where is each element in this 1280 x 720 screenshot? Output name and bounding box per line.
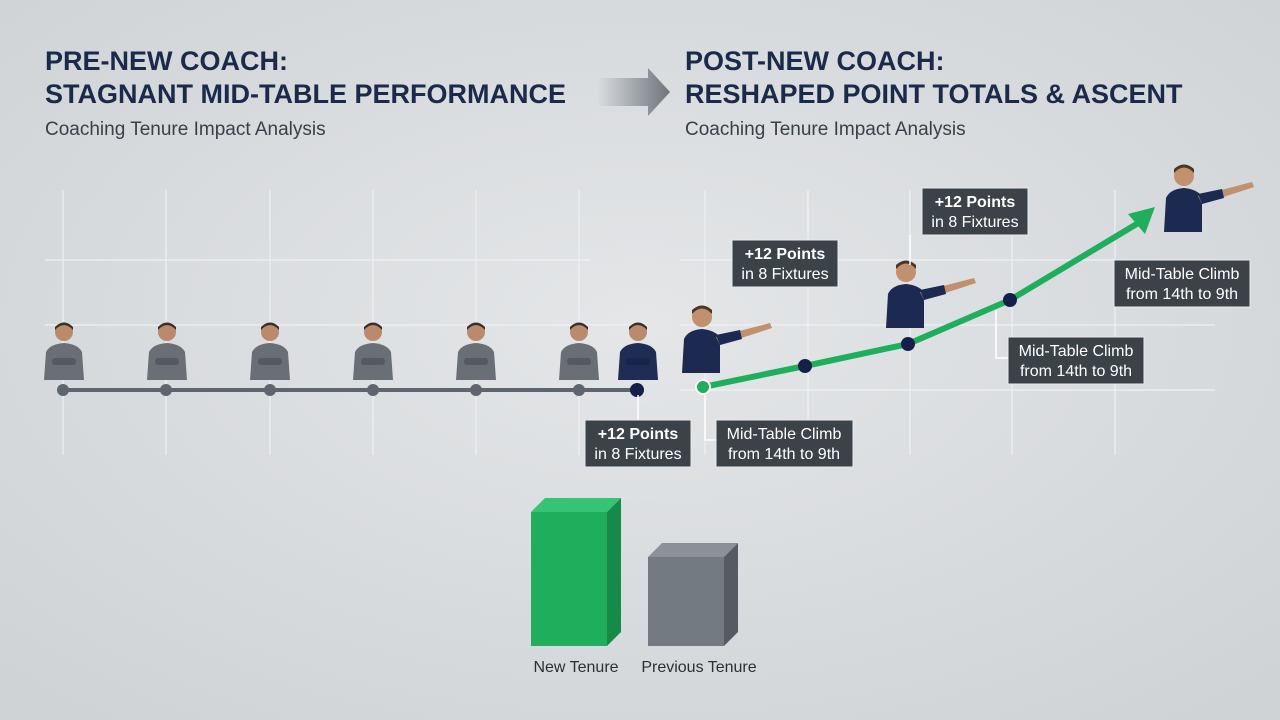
callout: +12 Points in 8 Fixtures [909, 187, 1029, 265]
transition-arrow [598, 68, 670, 116]
left-subtitle: Coaching Tenure Impact Analysis [45, 119, 326, 140]
right-title-2: RESHAPED POINT TOTALS & ASCENT [685, 79, 1183, 109]
callout-line2: from 14th to 9th [1020, 363, 1132, 380]
callout-line1: Mid-Table Climb [1019, 343, 1134, 360]
callout-line1: +12 Points [598, 426, 679, 443]
left-title-2: STAGNANT MID-TABLE PERFORMANCE [45, 79, 566, 109]
callout-line1: Mid-Table Climb [1125, 266, 1240, 283]
bar-label: New Tenure [533, 659, 618, 676]
callout-line1: +12 Points [935, 194, 1016, 211]
bar-label: Previous Tenure [641, 659, 756, 676]
callout-line1: Mid-Table Climb [727, 426, 842, 443]
callout-line2: from 14th to 9th [728, 446, 840, 463]
callout: +12 Points in 8 Fixtures [731, 239, 839, 288]
right-title-1: POST-NEW COACH: [685, 46, 945, 76]
callout: Mid-Table Climb from 14th to 9th [995, 310, 1145, 385]
left-title-1: PRE-NEW COACH: [45, 46, 288, 76]
callouts: +12 Points in 8 Fixtures Mid-Table Climb… [584, 187, 1251, 468]
post-coach-line [695, 207, 1155, 395]
callout-line2: in 8 Fixtures [931, 214, 1018, 231]
callout: Mid-Table Climb from 14th to 9th [1113, 259, 1251, 308]
callout-line1: +12 Points [745, 246, 826, 263]
callout-line2: in 8 Fixtures [594, 446, 681, 463]
callout-line2: from 14th to 9th [1126, 286, 1238, 303]
callout: Mid-Table Climb from 14th to 9th [704, 393, 854, 468]
bar-new-tenure [531, 498, 621, 646]
bar-previous-tenure [648, 543, 738, 646]
right-subtitle: Coaching Tenure Impact Analysis [685, 119, 966, 140]
callout: +12 Points in 8 Fixtures [584, 395, 692, 468]
callout-line2: in 8 Fixtures [741, 266, 828, 283]
pre-coach-line [57, 383, 644, 397]
